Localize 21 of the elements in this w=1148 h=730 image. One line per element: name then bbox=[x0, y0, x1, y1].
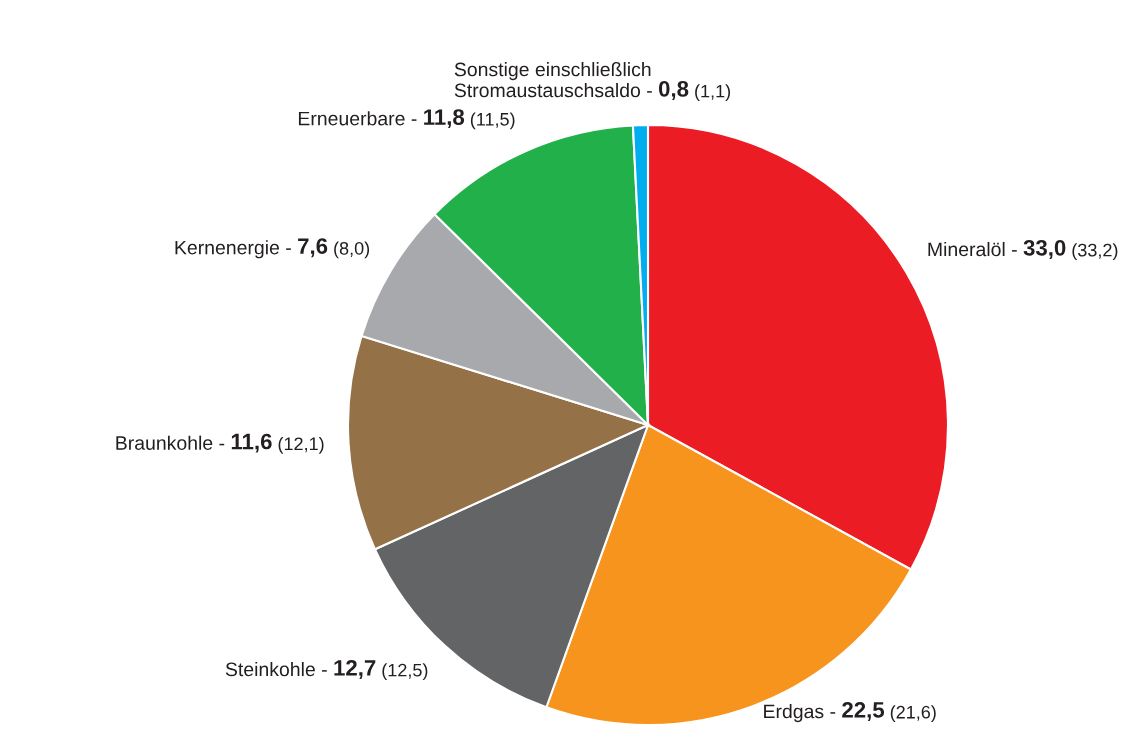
slice-label: Braunkohle - bbox=[116, 435, 225, 450]
data-label: 7,6 bbox=[298, 238, 328, 258]
text: (1,1) bbox=[695, 84, 731, 102]
data-label: 11,8 bbox=[424, 109, 465, 129]
text: (8,0) bbox=[334, 241, 370, 259]
data-label: 33,0 bbox=[1023, 239, 1066, 259]
text: (21,6) bbox=[890, 705, 936, 723]
slice-label: Kernenergie - bbox=[175, 240, 291, 259]
text: (12,1) bbox=[278, 436, 324, 454]
text: (12,5) bbox=[382, 663, 428, 681]
slice-label: Erneuerbare - bbox=[298, 111, 417, 126]
data-label: 12,7 bbox=[334, 659, 376, 679]
text: (11,5) bbox=[470, 112, 515, 130]
text: (33,2) bbox=[1072, 243, 1118, 261]
slice-label: Mineralöl - bbox=[928, 241, 1017, 257]
data-label: 0,8 bbox=[658, 80, 689, 100]
slice-label: Steinkohle - bbox=[225, 661, 327, 677]
data-label: 22,5 bbox=[842, 702, 885, 721]
slice-label: Erdgas - bbox=[764, 704, 836, 723]
slice-label: Sonstige einschließlich Stromaustauschsaldo - bbox=[454, 62, 652, 98]
data-label: 11,6 bbox=[231, 433, 272, 453]
